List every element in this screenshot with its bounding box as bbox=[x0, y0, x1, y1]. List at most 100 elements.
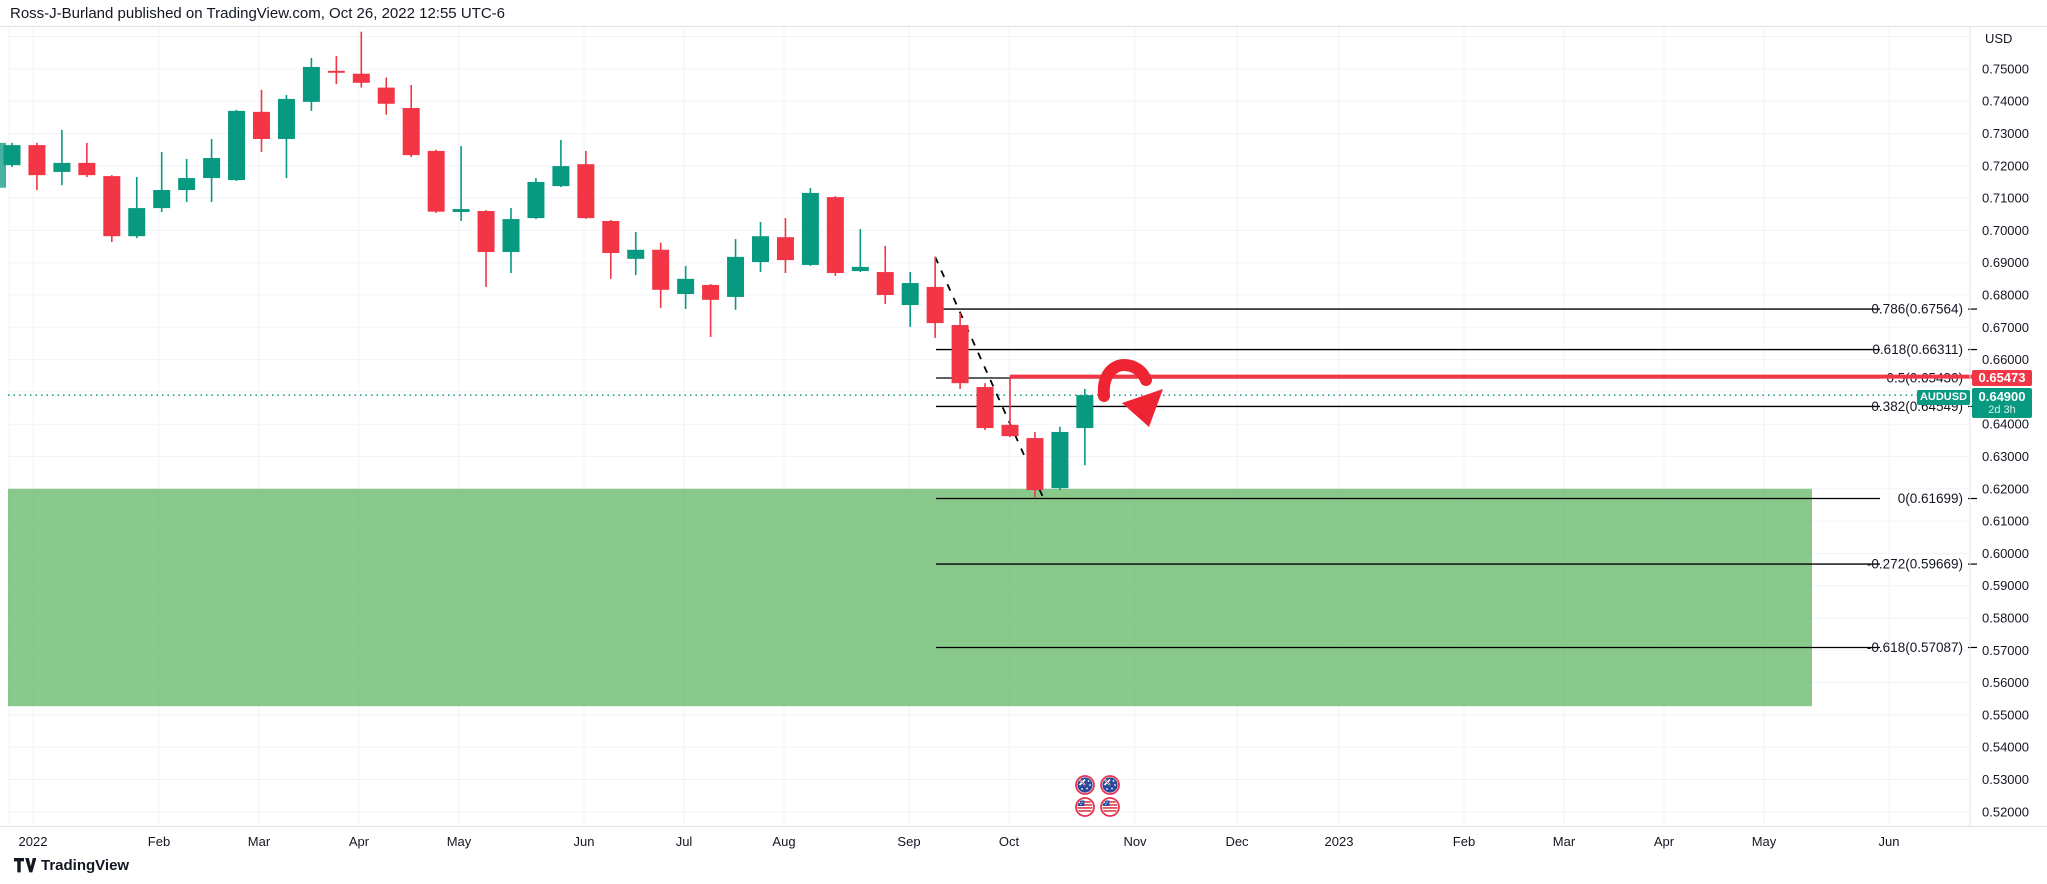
candle-body bbox=[253, 111, 270, 139]
time-tick-label: Nov bbox=[1123, 834, 1147, 849]
candle-body bbox=[951, 325, 969, 384]
candle-body bbox=[53, 162, 71, 172]
time-tick-label: 2023 bbox=[1324, 834, 1354, 849]
price-tick-label: 0.70000 bbox=[1982, 223, 2029, 238]
title-bar: Ross-J-Burland published on TradingView.… bbox=[0, 0, 2047, 27]
candle-body bbox=[477, 211, 495, 253]
candle-body bbox=[702, 284, 720, 300]
economic-event-flag-aud[interactable] bbox=[1075, 775, 1095, 795]
candle-body bbox=[178, 178, 196, 191]
candle-body bbox=[327, 70, 345, 73]
fib-level-label: -0.618(0.57087) bbox=[1867, 640, 1963, 655]
symbol-chip: AUDUSD bbox=[1917, 390, 1970, 405]
price-tick-label: 0.56000 bbox=[1982, 675, 2029, 690]
price-tick-label: 0.74000 bbox=[1982, 94, 2029, 109]
price-tick-label: 0.53000 bbox=[1982, 772, 2029, 787]
us-flag-icon bbox=[1100, 797, 1120, 817]
time-tick-label: Oct bbox=[998, 834, 1020, 849]
candle-body bbox=[602, 221, 620, 253]
fib-level-label: 0(0.61699) bbox=[1898, 491, 1963, 506]
australia-flag-icon bbox=[1100, 775, 1120, 795]
price-tick-label: 0.69000 bbox=[1982, 255, 2029, 270]
time-tick-label: Apr bbox=[348, 834, 370, 849]
candle-body bbox=[128, 208, 146, 237]
alert-price-value: 0.65473 bbox=[1978, 370, 2026, 385]
red-arrow-annotation[interactable] bbox=[1097, 358, 1163, 427]
price-tick-label: 0.71000 bbox=[1982, 191, 2029, 206]
time-tick-label: May bbox=[1751, 834, 1777, 849]
time-tick-label: Mar bbox=[247, 834, 271, 849]
time-tick-label: Dec bbox=[1225, 834, 1249, 849]
time-axis[interactable]: 2022 Feb Mar Apr May Jun Jul Aug Sep Oct Nov Dec 202… bbox=[0, 826, 2047, 857]
arrow-head bbox=[1122, 389, 1163, 427]
australia-flag-icon bbox=[1075, 775, 1095, 795]
candle-body bbox=[1076, 395, 1094, 429]
last-price-value: 0.64900 bbox=[1978, 389, 2026, 404]
tradingview-logo-text: TradingView bbox=[41, 857, 130, 874]
candle-body bbox=[377, 87, 395, 104]
currency-label: USD bbox=[1985, 31, 2013, 46]
candle-body bbox=[3, 145, 21, 166]
economic-event-flag-usd[interactable] bbox=[1100, 797, 1120, 817]
candle-wick bbox=[61, 129, 63, 186]
candle-body bbox=[627, 249, 645, 259]
price-tick-label: 0.52000 bbox=[1982, 804, 2029, 819]
candle-body bbox=[452, 209, 470, 212]
time-tick-label: Feb bbox=[1452, 834, 1476, 849]
price-tick-label: 0.55000 bbox=[1982, 707, 2029, 722]
candle-body bbox=[752, 236, 769, 263]
candle-body bbox=[926, 286, 944, 324]
candle-body bbox=[652, 249, 670, 290]
price-axis[interactable]: 0.75000 0.74000 0.73000 0.72000 0.71000 0.700… bbox=[1982, 61, 2029, 819]
tradingview-logo[interactable]: TradingView bbox=[14, 857, 129, 874]
candle-body bbox=[776, 237, 794, 261]
candle-body bbox=[577, 164, 595, 219]
time-tick-label: Jun bbox=[573, 834, 595, 849]
time-tick-label: Jun bbox=[1878, 834, 1900, 849]
candle-wick bbox=[1009, 376, 1011, 438]
price-tick-label: 0.59000 bbox=[1982, 578, 2029, 593]
candle-body bbox=[727, 256, 745, 297]
support-zone-rect[interactable] bbox=[8, 488, 1812, 707]
price-tick-label: 0.61000 bbox=[1982, 514, 2029, 529]
candle-body bbox=[1001, 424, 1019, 437]
last-price-label: 0.64900 2d 3h bbox=[1972, 388, 2032, 418]
time-tick-label: Jul bbox=[675, 834, 693, 849]
candle-body bbox=[228, 110, 246, 181]
candle-wick bbox=[460, 146, 462, 222]
candle-body bbox=[876, 272, 894, 295]
candle-body bbox=[552, 166, 570, 187]
candle-body bbox=[153, 190, 171, 209]
price-tick-label: 0.57000 bbox=[1982, 643, 2029, 658]
fib-level-label: -0.272(0.59669) bbox=[1867, 557, 1963, 572]
price-tick-label: 0.63000 bbox=[1982, 449, 2029, 464]
fib-level-label: 0.618(0.66311) bbox=[1872, 342, 1963, 357]
candle-wick bbox=[86, 142, 88, 178]
price-tick-label: 0.73000 bbox=[1982, 126, 2029, 141]
price-tick-label: 0.54000 bbox=[1982, 740, 2029, 755]
us-flag-icon bbox=[1075, 797, 1095, 817]
economic-event-flag-aud[interactable] bbox=[1100, 775, 1120, 795]
candle-wick bbox=[335, 55, 338, 85]
attribution-title: Ross-J-Burland published on TradingView.… bbox=[10, 5, 505, 22]
candle-body bbox=[826, 197, 844, 274]
candle-body bbox=[527, 181, 545, 219]
economic-event-flag-usd[interactable] bbox=[1075, 797, 1095, 817]
candle-body bbox=[1051, 431, 1069, 489]
candle-wick bbox=[160, 151, 163, 212]
candle-wick bbox=[560, 139, 562, 188]
candle-body bbox=[502, 219, 520, 253]
price-tick-label: 0.67000 bbox=[1982, 320, 2029, 335]
price-tick-label: 0.68000 bbox=[1982, 287, 2029, 302]
time-tick-label: Feb bbox=[147, 834, 171, 849]
bar-close-countdown: 2d 3h bbox=[1988, 404, 2016, 416]
price-tick-label: 0.66000 bbox=[1982, 352, 2029, 367]
time-tick-label: Apr bbox=[1653, 834, 1675, 849]
price-tick-label: 0.64000 bbox=[1982, 417, 2029, 432]
candle-body bbox=[801, 192, 819, 265]
candle-body bbox=[302, 66, 320, 102]
candle-body bbox=[402, 107, 420, 156]
candle-partial-edge bbox=[0, 142, 6, 188]
